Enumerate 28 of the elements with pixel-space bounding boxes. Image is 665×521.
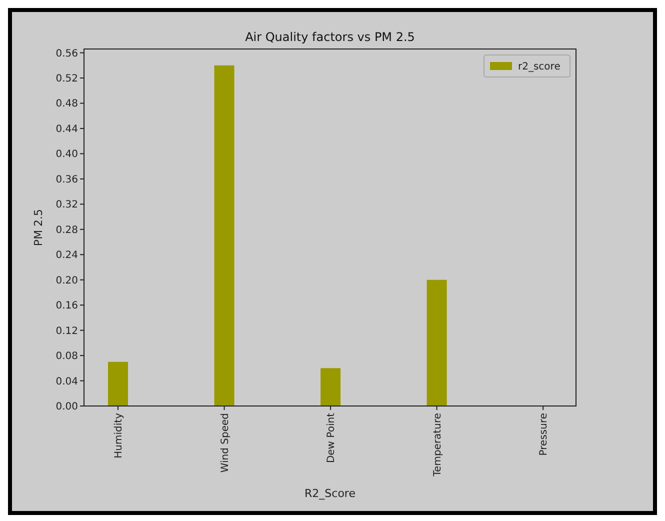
y-tick-label: 0.56 xyxy=(56,48,78,60)
bar xyxy=(426,280,447,406)
y-tick-label: 0.52 xyxy=(56,74,78,85)
y-tick-label: 0.00 xyxy=(56,402,78,412)
y-tick-label: 0.40 xyxy=(56,149,78,160)
y-tick-label: 0.44 xyxy=(56,124,78,135)
legend-label: r2_score xyxy=(518,62,560,72)
x-tick-label: Pressure xyxy=(538,413,550,456)
y-tick-label: 0.28 xyxy=(56,224,78,236)
bar xyxy=(320,368,341,406)
y-tick-label: 0.04 xyxy=(56,376,78,388)
y-tick-label: 0.12 xyxy=(56,326,78,337)
y-tick-label: 0.48 xyxy=(56,98,78,110)
y-tick-label: 0.36 xyxy=(56,174,78,186)
bar xyxy=(108,362,128,406)
x-tick-label: Wind Speed xyxy=(220,413,231,473)
bar xyxy=(214,65,234,406)
y-tick-label: 0.08 xyxy=(56,351,78,362)
y-tick-label: 0.24 xyxy=(56,250,78,262)
x-tick-label: Temperature xyxy=(432,413,444,478)
y-tick-label: 0.32 xyxy=(56,200,78,211)
x-tick-label: Humidity xyxy=(114,412,125,458)
chart-title: Air Quality factors vs PM 2.5 xyxy=(245,30,415,44)
y-tick-label: 0.16 xyxy=(56,300,78,312)
y-axis-title: PM 2.5 xyxy=(32,208,45,246)
y-tick-label: 0.20 xyxy=(56,275,78,286)
x-tick-label: Dew Point xyxy=(326,412,338,464)
x-axis-title: R2_Score xyxy=(304,487,356,500)
